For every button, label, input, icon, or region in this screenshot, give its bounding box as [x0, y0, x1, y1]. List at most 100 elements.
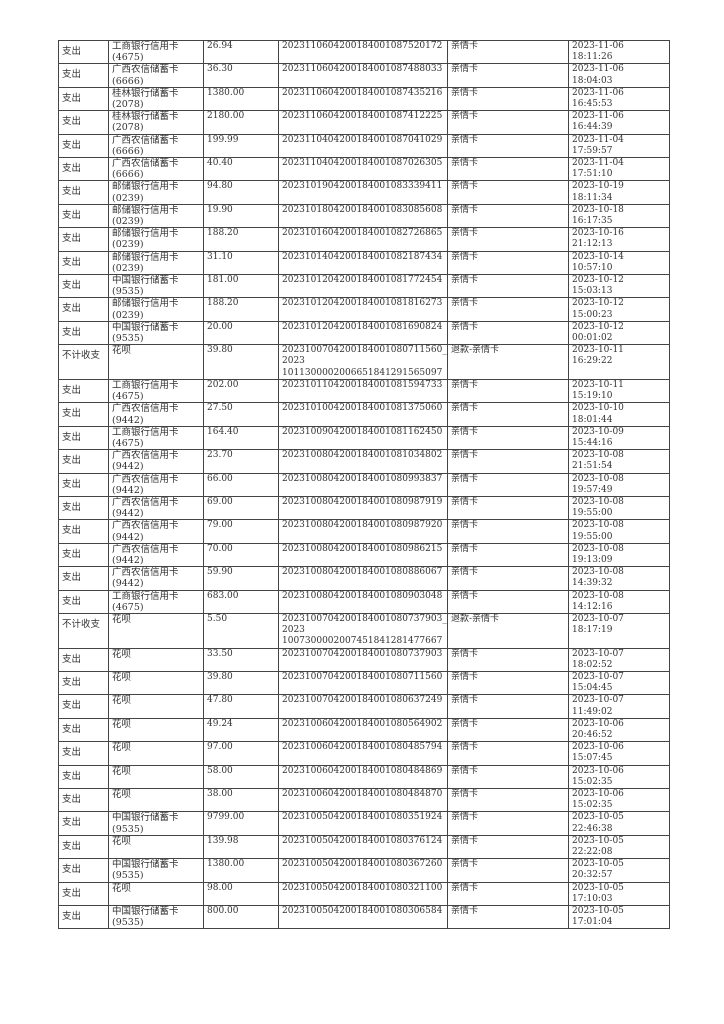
cell-payment-method: 邮储银行信用卡 (0239) — [108, 203, 204, 229]
cell-amount: 36.30 — [203, 63, 279, 88]
cell-transaction-id: 2023100604200184001080485794 — [278, 741, 448, 766]
transaction-table-body: 支出 工商银行信用卡 (4675) 26.94 2023110604200184001… — [58, 39, 670, 930]
cell-transaction-id: 2023100804200184001080903048 — [278, 589, 448, 614]
cell-type: 支出 — [58, 519, 109, 544]
table-row: 支出 花呗 98.00 2023100504200184001080321100 亲情卡… — [58, 881, 670, 907]
cell-transaction-id: 2023100804200184001081034802 — [278, 449, 448, 474]
table-row: 支出 广西农信储蓄卡 (6666) 36.30 2023110604200184001… — [58, 63, 670, 88]
cell-type: 支出 — [58, 787, 109, 813]
cell-amount: 2180.00 — [203, 110, 279, 135]
cell-datetime: 2023-11-04 17:59:57 — [568, 133, 670, 159]
cell-category: 亲情卡 — [447, 472, 569, 497]
cell-payment-method: 花呗 — [108, 764, 204, 790]
cell-type: 支出 — [58, 811, 109, 836]
cell-datetime: 2023-10-06 20:46:52 — [568, 717, 670, 743]
cell-type: 不计收支 — [58, 612, 109, 649]
cell-datetime: 2023-10-12 15:00:23 — [568, 297, 670, 322]
cell-datetime: 2023-10-08 21:51:54 — [568, 449, 670, 474]
cell-datetime: 2023-10-05 20:32:57 — [568, 858, 670, 883]
cell-transaction-id: 2023110604200184001087520172 — [278, 39, 448, 65]
cell-amount: 9799.00 — [203, 811, 279, 836]
cell-transaction-id: 2023100504200184001080351924 — [278, 811, 448, 836]
table-row: 支出 邮储银行信用卡 (0239) 188.20 202310160420018400… — [58, 227, 670, 252]
cell-type: 支出 — [58, 378, 109, 404]
cell-category: 亲情卡 — [447, 63, 569, 88]
cell-datetime: 2023-10-16 21:12:13 — [568, 227, 670, 252]
cell-transaction-id: 2023101204200184001081690824 — [278, 320, 448, 346]
cell-datetime: 2023-10-08 19:55:00 — [568, 519, 670, 544]
table-row: 支出 广西农信信用卡 (9442) 59.90 2023100804200184001… — [58, 566, 670, 591]
cell-payment-method: 中国银行储蓄卡 (9535) — [108, 858, 204, 883]
cell-payment-method: 中国银行储蓄卡 (9535) — [108, 811, 204, 836]
cell-datetime: 2023-10-08 14:12:16 — [568, 589, 670, 614]
table-row: 支出 工商银行信用卡 (4675) 26.94 2023110604200184001… — [58, 39, 670, 65]
cell-transaction-id: 2023100704200184001080637249 — [278, 694, 448, 719]
table-row: 支出 广西农信储蓄卡 (6666) 199.99 202311040420018400… — [58, 133, 670, 159]
cell-category: 亲情卡 — [447, 881, 569, 907]
cell-amount: 139.98 — [203, 834, 279, 860]
cell-datetime: 2023-11-06 16:44:39 — [568, 110, 670, 135]
cell-payment-method: 花呗 — [108, 741, 204, 766]
cell-transaction-id: 2023100604200184001080484870 — [278, 787, 448, 813]
cell-type: 支出 — [58, 63, 109, 88]
cell-type: 支出 — [58, 647, 109, 672]
cell-payment-method: 广西农信信用卡 (9442) — [108, 542, 204, 568]
cell-transaction-id: 2023100504200184001080367260 — [278, 858, 448, 883]
cell-type: 支出 — [58, 694, 109, 719]
cell-category: 亲情卡 — [447, 834, 569, 860]
cell-payment-method: 花呗 — [108, 344, 204, 380]
table-row: 支出 花呗 38.00 2023100604200184001080484870 亲情卡… — [58, 787, 670, 813]
cell-category: 亲情卡 — [447, 227, 569, 252]
cell-amount: 38.00 — [203, 787, 279, 813]
cell-type: 支出 — [58, 764, 109, 790]
cell-transaction-id: 2023100904200184001081162450 — [278, 425, 448, 451]
cell-payment-method: 广西农信储蓄卡 (6666) — [108, 63, 204, 88]
cell-transaction-id: 2023100804200184001080987919 — [278, 495, 448, 521]
cell-payment-method: 桂林银行储蓄卡 (2078) — [108, 110, 204, 135]
table-row: 支出 中国银行储蓄卡 (9535) 20.00 2023101204200184001… — [58, 320, 670, 346]
cell-amount: 79.00 — [203, 519, 279, 544]
cell-category: 亲情卡 — [447, 86, 569, 112]
cell-transaction-id: 2023100804200184001080987920 — [278, 519, 448, 544]
table-row: 支出 中国银行储蓄卡 (9535) 181.00 202310120420018400… — [58, 274, 670, 299]
cell-amount: 49.24 — [203, 717, 279, 743]
cell-datetime: 2023-10-09 15:44:16 — [568, 425, 670, 451]
cell-type: 支出 — [58, 180, 109, 205]
table-row: 支出 中国银行储蓄卡 (9535) 800.00 202310050420018400… — [58, 905, 670, 930]
cell-amount: 5.50 — [203, 612, 279, 649]
cell-transaction-id: 2023101204200184001081772454 — [278, 274, 448, 299]
cell-datetime: 2023-10-12 15:03:13 — [568, 274, 670, 299]
cell-payment-method: 花呗 — [108, 717, 204, 743]
cell-datetime: 2023-10-08 19:57:49 — [568, 472, 670, 497]
cell-category: 亲情卡 — [447, 717, 569, 743]
cell-category: 亲情卡 — [447, 203, 569, 229]
transaction-table: 支出 工商银行信用卡 (4675) 26.94 2023110604200184001… — [58, 39, 670, 930]
cell-transaction-id: 2023100704200184001080711560 — [278, 670, 448, 696]
cell-category: 亲情卡 — [447, 787, 569, 813]
cell-transaction-id: 2023100604200184001080564902 — [278, 717, 448, 743]
cell-amount: 39.80 — [203, 344, 279, 380]
cell-type: 支出 — [58, 717, 109, 743]
cell-payment-method: 中国银行储蓄卡 (9535) — [108, 274, 204, 299]
table-row: 支出 广西农信信用卡 (9442) 70.00 2023100804200184001… — [58, 542, 670, 568]
cell-transaction-id: 2023101404200184001082187434 — [278, 250, 448, 276]
cell-amount: 164.40 — [203, 425, 279, 451]
cell-datetime: 2023-10-07 15:04:45 — [568, 670, 670, 696]
table-row: 支出 广西农信信用卡 (9442) 69.00 2023100804200184001… — [58, 495, 670, 521]
cell-datetime: 2023-10-06 15:02:35 — [568, 787, 670, 813]
cell-type: 支出 — [58, 39, 109, 65]
cell-datetime: 2023-10-05 17:01:04 — [568, 905, 670, 930]
table-row: 支出 邮储银行信用卡 (0239) 19.90 2023101804200184001… — [58, 203, 670, 229]
cell-type: 支出 — [58, 670, 109, 696]
table-row: 支出 花呗 139.98 2023100504200184001080376124 亲情… — [58, 834, 670, 860]
cell-type: 支出 — [58, 320, 109, 346]
table-row: 支出 广西农信信用卡 (9442) 23.70 2023100804200184001… — [58, 449, 670, 474]
cell-amount: 70.00 — [203, 542, 279, 568]
cell-category: 亲情卡 — [447, 274, 569, 299]
cell-transaction-id: 2023100804200184001080986215 — [278, 542, 448, 568]
cell-amount: 20.00 — [203, 320, 279, 346]
cell-transaction-id: 2023110604200184001087412225 — [278, 110, 448, 135]
cell-category: 亲情卡 — [447, 495, 569, 521]
cell-category: 亲情卡 — [447, 39, 569, 65]
table-row: 支出 桂林银行储蓄卡 (2078) 2180.00 20231106042001840… — [58, 110, 670, 135]
